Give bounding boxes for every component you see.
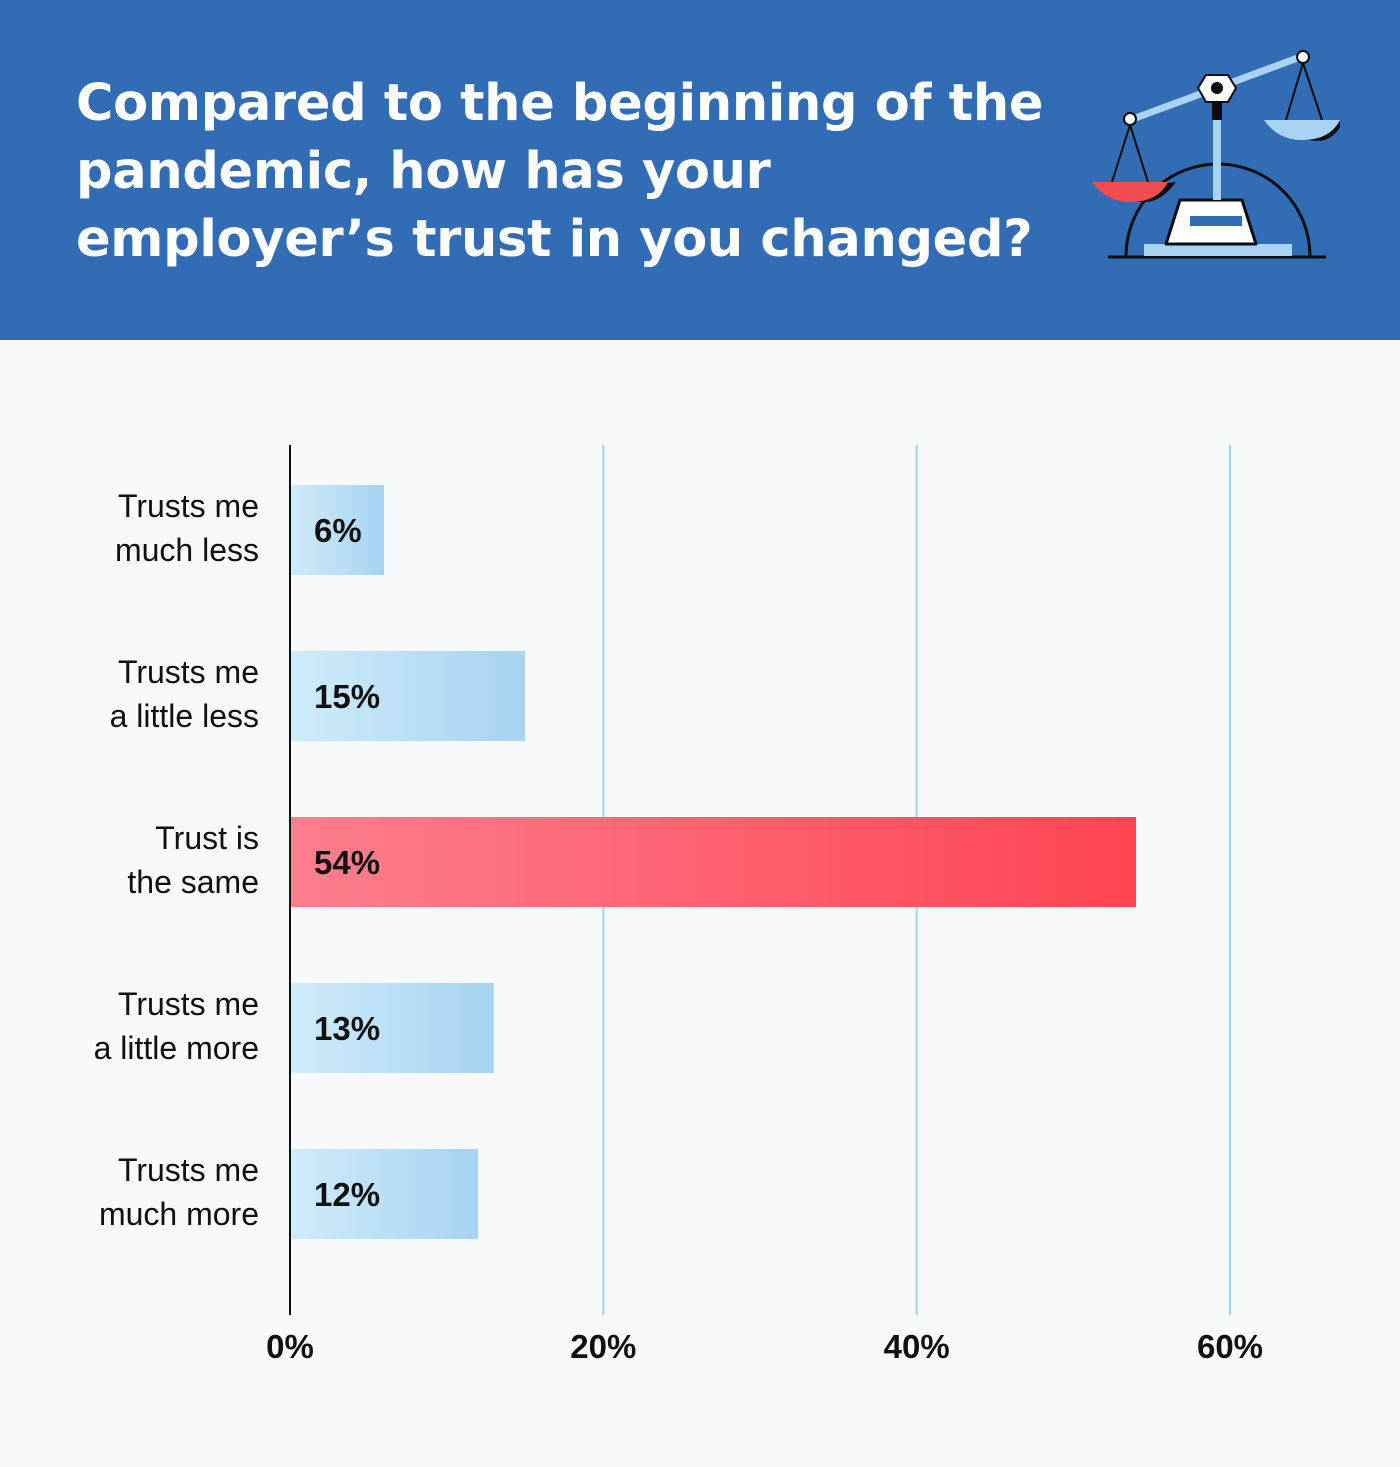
bar-value-label: 15%	[314, 678, 380, 715]
category-label: Trusts me a little less	[110, 654, 259, 734]
category-label-line: a little more	[94, 1030, 259, 1066]
balance-scale-icon	[1092, 50, 1340, 259]
header-banner: Compared to the beginning of the pandemi…	[0, 0, 1400, 340]
chart-title: Compared to the beginning of the pandemi…	[76, 74, 1044, 269]
bar-value-label: 13%	[314, 1010, 380, 1047]
category-label-line: Trusts me	[118, 488, 259, 524]
bar-value-label: 6%	[314, 512, 362, 549]
category-label-line: much more	[99, 1196, 259, 1232]
x-tick-label: 0%	[266, 1328, 314, 1365]
category-label-line: Trusts me	[118, 654, 259, 690]
bar	[290, 983, 494, 1073]
bar	[290, 817, 1136, 907]
bar-value-label: 54%	[314, 844, 380, 881]
x-tick-label: 20%	[570, 1328, 636, 1365]
category-label: Trusts me much more	[99, 1152, 259, 1232]
category-label: Trusts me much less	[115, 488, 259, 568]
bar	[290, 485, 384, 575]
category-label-line: a little less	[110, 698, 259, 734]
category-label-line: Trust is	[155, 820, 259, 856]
x-tick-label: 40%	[884, 1328, 950, 1365]
category-label: Trusts me a little more	[94, 986, 259, 1066]
category-label-line: much less	[115, 532, 259, 568]
category-label: Trust is the same	[127, 820, 259, 900]
bar	[290, 1149, 478, 1239]
category-label-line: Trusts me	[118, 986, 259, 1022]
bar	[290, 651, 525, 741]
x-tick-label: 60%	[1197, 1328, 1263, 1365]
bar-chart: 0% 20% 40% 60% 6% Trusts me much less 15% Trusts…	[94, 445, 1263, 1365]
category-label-line: Trusts me	[118, 1152, 259, 1188]
bar-value-label: 12%	[314, 1176, 380, 1213]
category-label-line: the same	[127, 864, 259, 900]
